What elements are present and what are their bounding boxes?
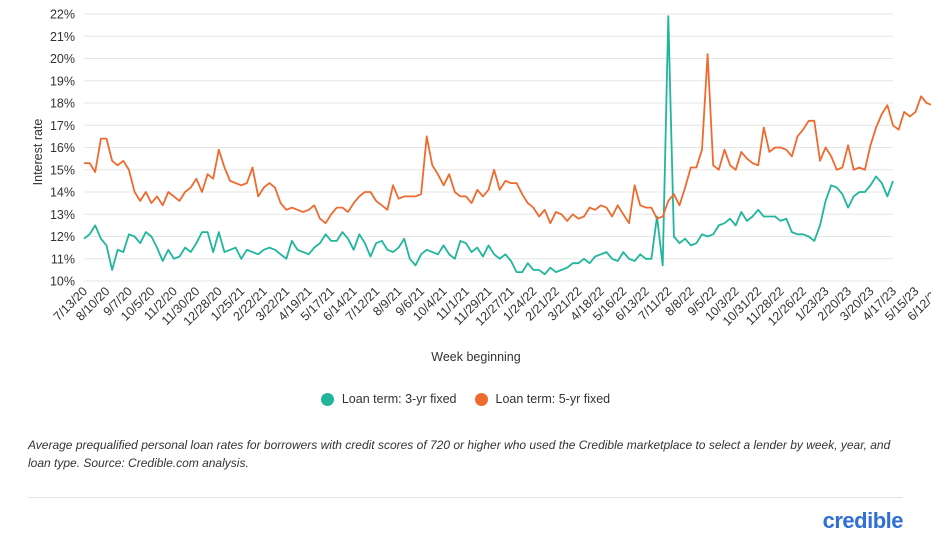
y-tick-label: 12% [50, 230, 75, 244]
y-tick-label: 15% [50, 163, 75, 177]
legend-swatch-5yr [474, 392, 488, 406]
gridlines [84, 13, 893, 282]
legend-swatch-3yr [320, 392, 334, 406]
legend-item-3yr[interactable]: Loan term: 3-yr fixed [320, 392, 457, 406]
y-tick-label: 14% [50, 186, 75, 200]
y-tick-label: 16% [50, 141, 75, 155]
y-tick-label: 19% [50, 74, 75, 88]
y-tick-label: 22% [50, 8, 75, 22]
y-tick-label: 20% [50, 52, 75, 66]
credible-logo[interactable]: credible [822, 508, 904, 533]
line-chart: 10%11%12%13%14%15%16%17%18%19%20%21%22% … [31, 8, 931, 364]
y-tick-label: 10% [50, 275, 75, 289]
y-tick-label: 17% [50, 119, 75, 133]
y-tick-label: 13% [50, 208, 75, 222]
chart-caption: Average prequalified personal loan rates… [28, 438, 891, 470]
x-axis-ticks: 7/13/208/10/209/7/2010/5/2011/2/2011/30/… [51, 284, 931, 328]
x-axis-title: Week beginning [431, 350, 520, 364]
y-axis-title: Interest rate [31, 119, 45, 186]
legend-label-3yr: Loan term: 3-yr fixed [341, 392, 457, 406]
legend-label-5yr: Loan term: 5-yr fixed [495, 392, 611, 406]
y-tick-label: 18% [50, 97, 75, 111]
series-lines [83, 15, 931, 276]
y-axis-ticks: 10% 11% 12% 13% 14% 15% 16% 17% 18% 19% 20% 21% 22% [50, 8, 75, 289]
series-line-3yr[interactable] [83, 15, 894, 276]
series-line-5yr[interactable] [84, 53, 931, 225]
legend-item-5yr[interactable]: Loan term: 5-yr fixed [474, 392, 611, 406]
y-tick-label: 11% [51, 252, 75, 266]
y-tick-label: 21% [50, 30, 75, 44]
legend: Loan term: 3-yr fixed Loan term: 5-yr fi… [0, 388, 931, 410]
footer-divider [28, 497, 903, 498]
